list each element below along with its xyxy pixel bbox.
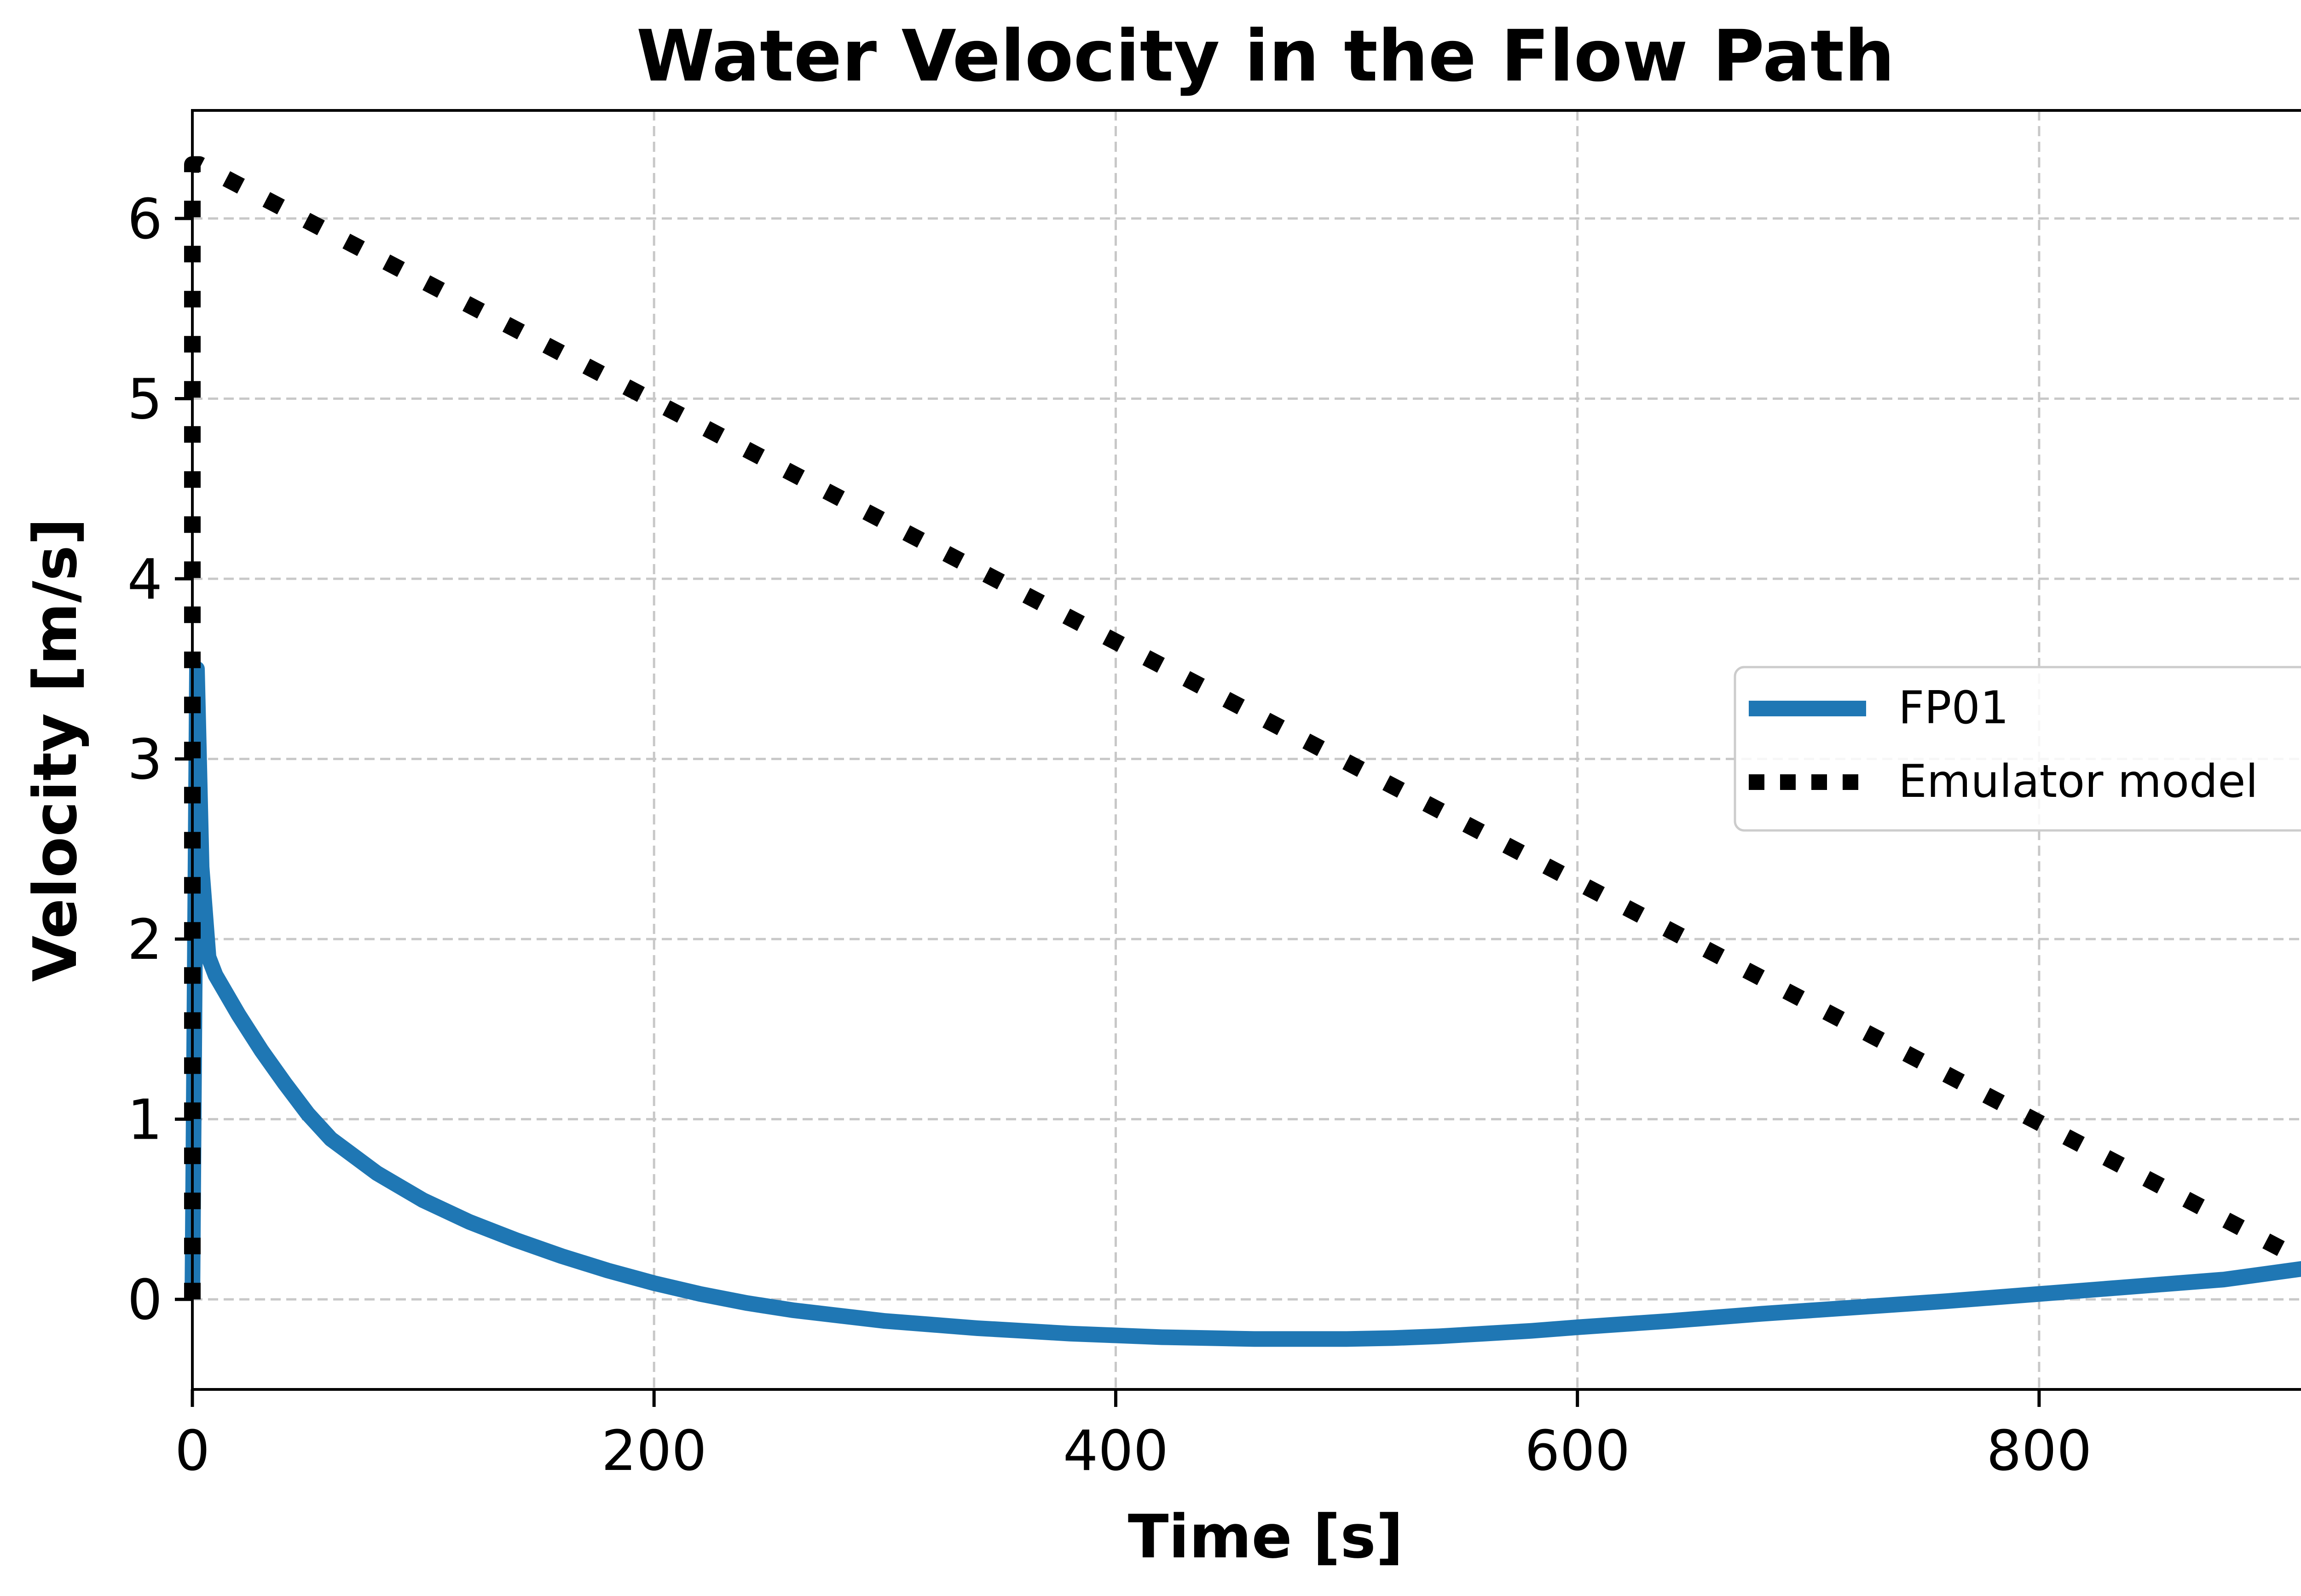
x-axis-label: Time [s] — [1128, 1502, 1403, 1572]
legend-frame — [1734, 666, 2301, 832]
plot-frame — [191, 109, 2301, 1391]
series-layer — [184, 156, 2301, 1347]
legend-label-fp01: FP01 — [1898, 682, 2009, 734]
y-tick-label-2: 2 — [127, 908, 162, 972]
x-tick-label-400: 400 — [1063, 1419, 1168, 1483]
y-tick-label-6: 6 — [127, 188, 162, 252]
y-tick-label-3: 3 — [127, 728, 162, 792]
y-tick-label-0: 0 — [127, 1268, 162, 1332]
x-tick-label-800: 800 — [1986, 1419, 2092, 1483]
chart-title: Water Velocity in the Flow Path — [636, 15, 1895, 98]
series-line-emulator-model — [184, 156, 2301, 1300]
y-tick-label-5: 5 — [127, 368, 162, 432]
legend: FP01 Emulator model — [1734, 666, 2301, 832]
legend-label-emulator-model: Emulator model — [1898, 755, 2258, 808]
y-tick-label-1: 1 — [127, 1089, 162, 1152]
y-axis-label: Velocity [m/s] — [20, 518, 90, 982]
x-tick-label-0: 0 — [175, 1419, 210, 1483]
x-tick-label-200: 200 — [601, 1419, 707, 1483]
x-tick-label-600: 600 — [1525, 1419, 1630, 1483]
y-tick-label-4: 4 — [127, 548, 162, 612]
series-line-fp01 — [185, 661, 2301, 1347]
ticks: 0 200 400 600 800 0 1 2 3 4 5 6 — [127, 188, 2092, 1483]
